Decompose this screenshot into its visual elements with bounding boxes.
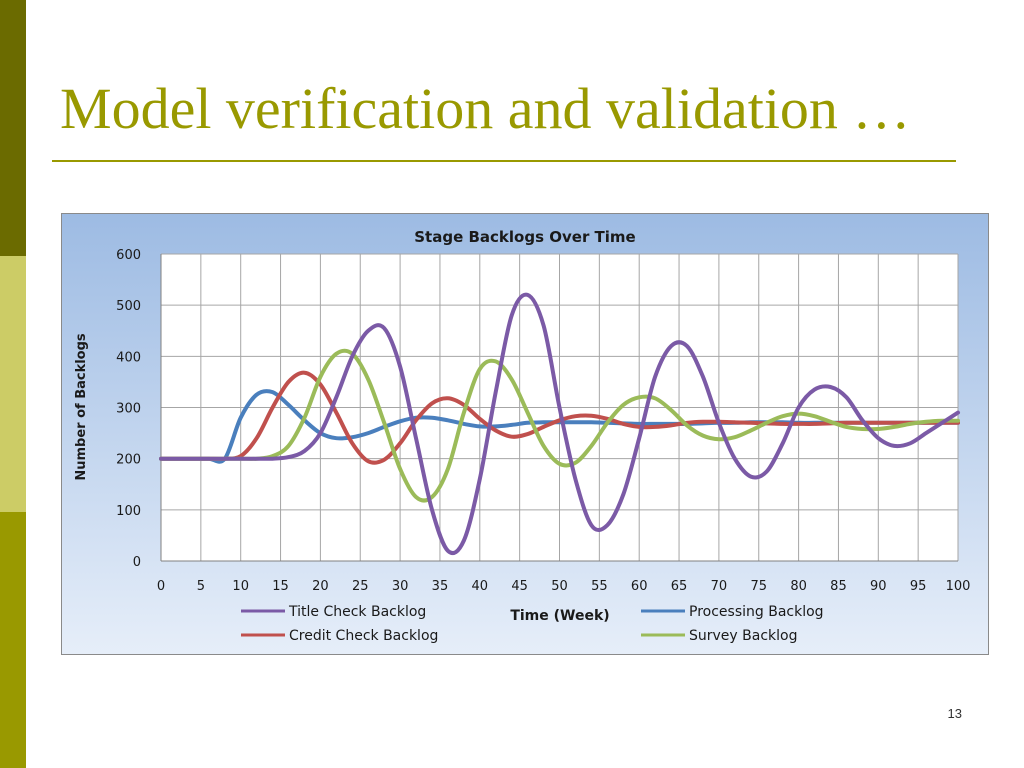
x-tick-label: 25 xyxy=(352,579,369,594)
x-tick-label: 100 xyxy=(946,579,971,594)
x-tick-label: 0 xyxy=(157,579,165,594)
title-divider xyxy=(52,160,956,162)
x-tick-label: 50 xyxy=(551,579,568,594)
legend-label-1: Processing Backlog xyxy=(689,604,824,620)
series-line-3 xyxy=(159,348,960,503)
series-line-2 xyxy=(159,370,960,465)
slide-title: Model verification and validation … xyxy=(60,76,911,141)
x-tick-label: 80 xyxy=(790,579,807,594)
y-tick-label: 400 xyxy=(116,350,141,365)
x-tick-label: 55 xyxy=(591,579,608,594)
y-tick-label: 500 xyxy=(116,299,141,314)
y-tick-label: 200 xyxy=(116,453,141,468)
x-tick-label: 35 xyxy=(432,579,449,594)
chart-title: Stage Backlogs Over Time xyxy=(414,228,635,246)
slide-accent-bar-top xyxy=(0,0,26,256)
x-tick-label: 70 xyxy=(711,579,728,594)
x-tick-label: 20 xyxy=(312,579,329,594)
y-tick-label: 100 xyxy=(116,504,141,519)
slide-number: 13 xyxy=(947,706,962,721)
x-tick-label: 60 xyxy=(631,579,648,594)
x-tick-label: 95 xyxy=(910,579,927,594)
slide-accent-bar-bottom xyxy=(0,512,26,768)
x-tick-label: 85 xyxy=(830,579,847,594)
series-line-0 xyxy=(159,292,960,556)
x-axis-label: Time (Week) xyxy=(510,608,609,624)
x-tick-label: 30 xyxy=(392,579,409,594)
x-tick-label: 10 xyxy=(232,579,249,594)
x-tick-label: 5 xyxy=(197,579,205,594)
x-tick-label: 75 xyxy=(750,579,767,594)
y-tick-label: 600 xyxy=(116,248,141,263)
slide-accent-bar-middle xyxy=(0,256,26,512)
x-tick-label: 15 xyxy=(272,579,289,594)
y-tick-label: 0 xyxy=(133,555,141,570)
line-chart: 0 100 200 300 400 500 600 0 5 10 15 20 25 30 35 40 45 50… xyxy=(61,213,989,655)
y-axis-label: Number of Backlogs xyxy=(74,333,89,481)
y-tick-label: 300 xyxy=(116,402,141,417)
x-tick-label: 90 xyxy=(870,579,887,594)
legend-label-3: Survey Backlog xyxy=(689,628,797,644)
legend-label-2: Credit Check Backlog xyxy=(289,628,438,644)
chart-container: 0 100 200 300 400 500 600 0 5 10 15 20 25 30 35 40 45 50… xyxy=(61,213,989,655)
x-tick-label: 45 xyxy=(511,579,528,594)
x-tick-label: 65 xyxy=(671,579,688,594)
x-tick-label: 40 xyxy=(472,579,489,594)
legend-label-0: Title Check Backlog xyxy=(288,604,426,620)
